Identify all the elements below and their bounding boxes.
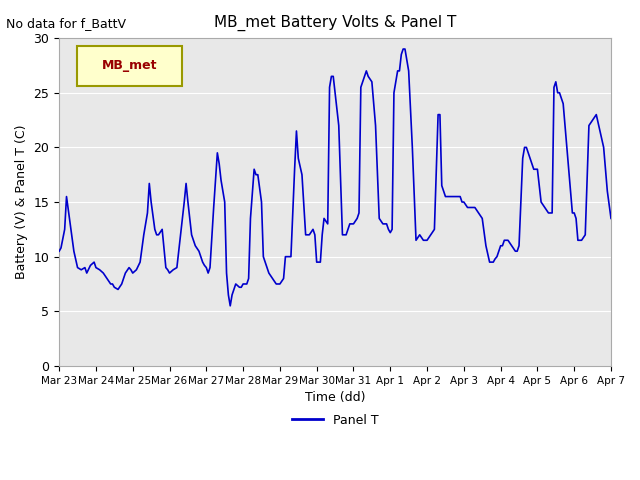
Title: MB_met Battery Volts & Panel T: MB_met Battery Volts & Panel T xyxy=(214,15,456,31)
Text: MB_met: MB_met xyxy=(102,59,157,72)
X-axis label: Time (dd): Time (dd) xyxy=(305,391,365,404)
Y-axis label: Battery (V) & Panel T (C): Battery (V) & Panel T (C) xyxy=(15,125,28,279)
Text: No data for f_BattV: No data for f_BattV xyxy=(6,17,127,30)
Legend: Panel T: Panel T xyxy=(287,409,383,432)
